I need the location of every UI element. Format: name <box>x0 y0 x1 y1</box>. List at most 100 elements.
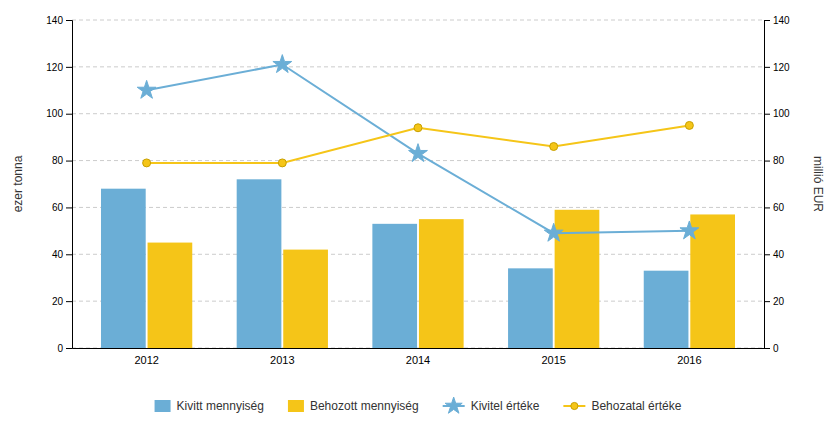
tick-mark <box>764 114 770 115</box>
marker <box>680 221 699 239</box>
legend-item: Behozott mennyiség <box>288 399 419 413</box>
tick-mark <box>66 114 72 115</box>
tick-mark <box>764 301 770 302</box>
tick-label: 100 <box>773 108 790 119</box>
tick: 100 <box>764 108 790 119</box>
axis-line <box>66 21 73 349</box>
marker <box>685 121 693 129</box>
bar <box>644 271 689 348</box>
marker <box>409 144 428 162</box>
legend-item: Kivitt mennyiség <box>155 399 264 413</box>
marker <box>137 80 156 98</box>
legend-label: Behozatal értéke <box>591 399 681 413</box>
tick: 20 <box>52 296 72 307</box>
tick-label: 2012 <box>134 354 158 366</box>
tick: 2016 <box>677 348 701 366</box>
marker <box>278 159 286 167</box>
chart: 0 20 40 60 80 100 120 140 0 20 40 60 80 100 120 140 2012… <box>0 0 836 426</box>
tick: 80 <box>52 155 72 166</box>
tick-label: 20 <box>773 296 785 307</box>
tick-label: 120 <box>773 62 790 73</box>
marker <box>550 143 558 151</box>
marker <box>414 124 422 132</box>
tick-mark <box>764 20 770 21</box>
y-axis: 0 20 40 60 80 100 120 140 <box>46 15 72 354</box>
tick-label: 60 <box>52 202 64 213</box>
marks <box>101 55 735 348</box>
tick: 2012 <box>134 348 158 366</box>
tick-label: 2016 <box>677 354 701 366</box>
tick-mark <box>764 254 770 255</box>
y2-axis: 0 20 40 60 80 100 120 140 <box>764 15 790 354</box>
tick: 80 <box>764 155 785 166</box>
tick: 140 <box>764 15 790 26</box>
tick: 2014 <box>406 348 430 366</box>
bar <box>237 179 282 348</box>
bar <box>372 224 417 348</box>
plot-area: 0 20 40 60 80 100 120 140 0 20 40 60 80 100 120 140 2012… <box>46 15 790 366</box>
tick-label: 60 <box>773 202 785 213</box>
tick-label: 40 <box>52 249 64 260</box>
legend-marker <box>571 402 578 409</box>
tick-mark <box>764 161 770 162</box>
tick: 40 <box>764 249 785 260</box>
tick-label: 100 <box>46 108 63 119</box>
tick: 120 <box>46 62 72 73</box>
bar <box>690 214 735 348</box>
tick-label: 2015 <box>541 354 565 366</box>
x-axis: 2012 2013 2014 2015 2016 <box>73 348 765 366</box>
axis-line <box>73 348 765 349</box>
tick: 60 <box>764 202 785 213</box>
bar <box>283 250 328 348</box>
y-axis-title: ezer tonna <box>11 155 25 212</box>
bar <box>148 243 193 348</box>
tick-label: 0 <box>57 343 63 354</box>
legend-item: Kivitel értéke <box>443 397 540 413</box>
tick-label: 2014 <box>406 354 430 366</box>
tick: 2015 <box>541 348 565 366</box>
tick-mark <box>764 67 770 68</box>
tick: 60 <box>52 202 72 213</box>
tick: 0 <box>764 343 779 354</box>
bar <box>101 189 146 348</box>
tick: 2013 <box>270 348 294 366</box>
line-series <box>137 55 699 242</box>
legend: Kivitt mennyiség Behozott mennyiség Kivite… <box>155 397 682 413</box>
tick-mark <box>66 301 72 302</box>
tick-mark <box>66 254 72 255</box>
tick-label: 0 <box>773 343 779 354</box>
grid <box>72 20 764 348</box>
tick: 20 <box>764 296 785 307</box>
grid-line <box>72 160 764 161</box>
tick-label: 120 <box>46 62 63 73</box>
grid-line <box>72 113 764 114</box>
tick-mark <box>66 20 72 21</box>
tick: 40 <box>52 249 72 260</box>
legend-marker <box>445 397 462 413</box>
tick-label: 80 <box>52 155 64 166</box>
tick-label: 20 <box>52 296 64 307</box>
bar-series <box>148 210 735 348</box>
tick: 140 <box>46 15 72 26</box>
tick-mark <box>66 207 72 208</box>
tick-label: 2013 <box>270 354 294 366</box>
legend-item: Behozatal értéke <box>563 399 681 413</box>
grid-line <box>72 20 764 21</box>
legend-label: Behozott mennyiség <box>310 399 419 413</box>
legend-label: Kivitel értéke <box>471 399 540 413</box>
tick-label: 40 <box>773 249 785 260</box>
y2-axis-title: millió EUR <box>811 156 825 212</box>
tick-label: 140 <box>773 15 790 26</box>
bar <box>419 219 464 348</box>
bar <box>508 268 553 348</box>
grid-line <box>72 207 764 208</box>
tick-mark <box>66 161 72 162</box>
tick-mark <box>66 67 72 68</box>
marker <box>143 159 151 167</box>
tick-mark <box>764 348 770 349</box>
marker <box>544 223 563 241</box>
legend-swatch <box>155 400 171 412</box>
tick-label: 80 <box>773 155 785 166</box>
line <box>147 65 690 234</box>
tick-label: 140 <box>46 15 63 26</box>
